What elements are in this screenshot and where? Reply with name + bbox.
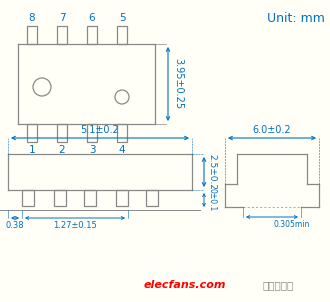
Bar [27,26,37,44]
Text: 6.0±0.2: 6.0±0.2 [253,125,291,135]
Text: 7: 7 [59,13,65,23]
Text: 3: 3 [89,145,95,155]
Text: 电子发烧友: 电子发烧友 [262,280,294,290]
Bar [27,124,37,142]
Bar [146,190,158,206]
Bar [116,190,128,206]
Text: 5: 5 [119,13,125,23]
Text: 2: 2 [59,145,65,155]
Text: Unit: mm: Unit: mm [267,12,325,25]
Bar [117,124,127,142]
Text: elecfans.com: elecfans.com [144,280,226,290]
Bar [57,26,67,44]
Text: 3.95±0.25: 3.95±0.25 [173,59,183,110]
Text: 0.38: 0.38 [6,221,24,230]
Text: 1.27±0.15: 1.27±0.15 [53,221,97,230]
Text: 8: 8 [29,13,35,23]
Text: 2.5±0.2: 2.5±0.2 [207,154,216,190]
Bar [117,26,127,44]
Bar [57,124,67,142]
Bar [87,124,97,142]
Text: 0±0.1: 0±0.1 [207,188,216,212]
Bar [84,190,96,206]
Text: 6: 6 [89,13,95,23]
Bar [87,26,97,44]
Text: 4: 4 [119,145,125,155]
Bar [54,190,66,206]
Text: 1: 1 [29,145,35,155]
Bar [22,190,34,206]
Text: 0.305min: 0.305min [274,220,311,229]
Text: 5.1±0.2: 5.1±0.2 [81,125,119,135]
